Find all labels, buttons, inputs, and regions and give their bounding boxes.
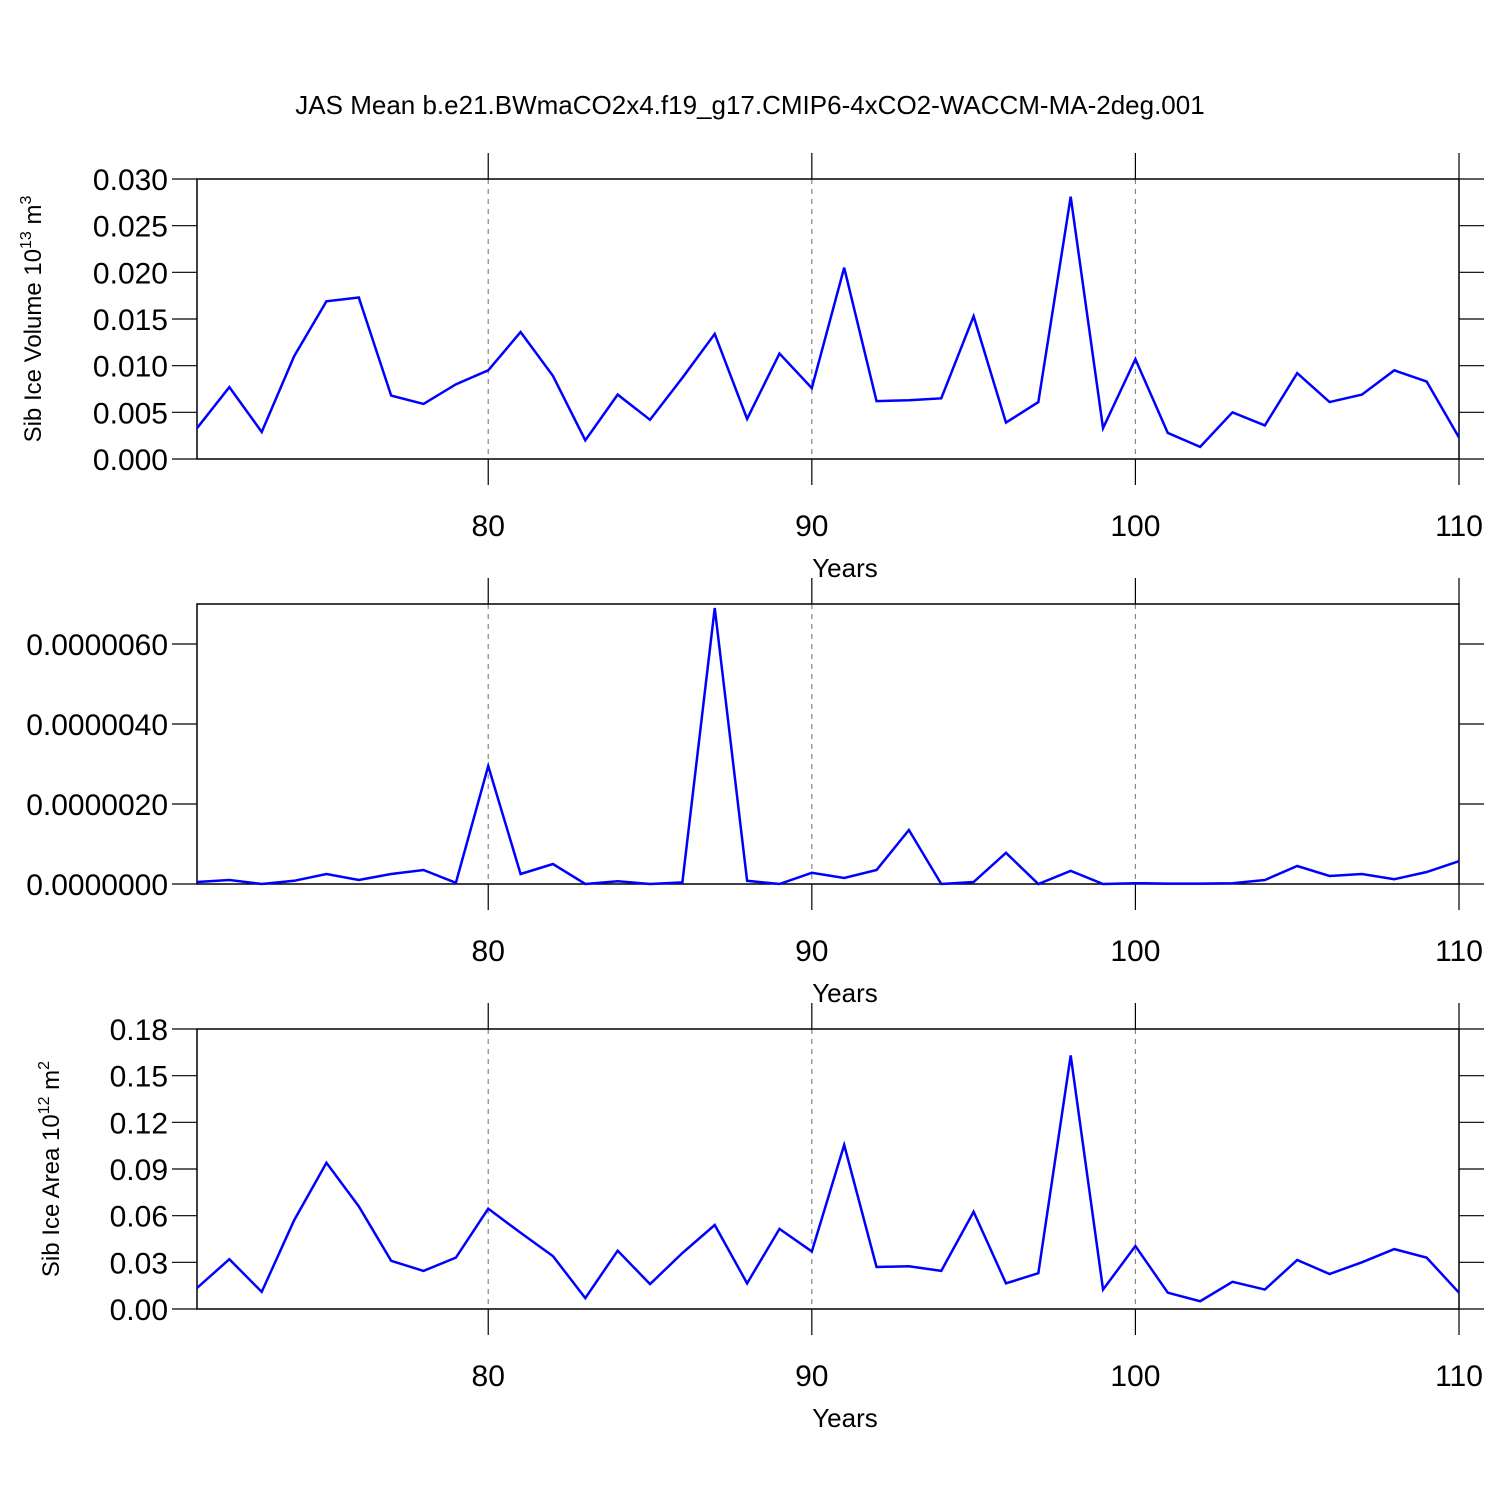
y-tick-label: 0.005 — [93, 397, 168, 430]
x-tick-label: 90 — [795, 935, 828, 968]
y-axis-title: Sib Ice Volume 1013 m3 — [18, 195, 47, 442]
y-tick-label: 0.09 — [110, 1154, 168, 1187]
x-tick-label: 90 — [795, 510, 828, 543]
plot-frame — [196, 1028, 1460, 1310]
plot-frame — [196, 178, 1460, 460]
y-axis-title-part: Sib Ice Volume 10 — [20, 249, 47, 442]
figure-title: JAS Mean b.e21.BWmaCO2x4.f19_g17.CMIP6-4… — [295, 90, 1204, 120]
y-axis-title-superscript: 12 — [36, 1096, 53, 1114]
y-tick-label: 0.010 — [93, 351, 168, 384]
y-tick-label: 0.0000020 — [26, 789, 168, 822]
y-tick-label: 0.030 — [93, 164, 168, 197]
x-tick-label: 100 — [1110, 510, 1160, 543]
y-tick-label: 0.000 — [93, 444, 168, 477]
y-tick-label: 0.015 — [93, 304, 168, 337]
x-tick-label: 110 — [1435, 510, 1483, 543]
x-tick-label: 110 — [1435, 1360, 1483, 1393]
y-axis-title-superscript: 2 — [36, 1061, 53, 1070]
x-tick-label: 110 — [1435, 935, 1483, 968]
y-axis-title-part: Sib Ice Area 10 — [38, 1114, 65, 1277]
y-axis-title-superscript: 3 — [18, 195, 35, 204]
data-line — [196, 196, 1461, 449]
x-axis-title: Years — [812, 553, 878, 583]
y-axis-title-part: m — [20, 204, 47, 231]
x-tick-label: 90 — [795, 1360, 828, 1393]
y-tick-label: 0.0000060 — [26, 629, 168, 662]
x-tick-label: 80 — [472, 1360, 505, 1393]
y-tick-label: 0.0000040 — [26, 709, 168, 742]
y-axis-title-part: m — [38, 1070, 65, 1097]
y-axis-title: Sib Ice Area 1012 m2 — [36, 1061, 65, 1277]
y-tick-label: 0.06 — [110, 1201, 168, 1234]
y-tick-label: 0.03 — [110, 1247, 168, 1280]
y-axis-title-superscript: 13 — [18, 231, 35, 249]
x-tick-label: 100 — [1110, 935, 1160, 968]
x-axis-title: Years — [812, 1403, 878, 1433]
x-tick-label: 100 — [1110, 1360, 1160, 1393]
data-line — [196, 607, 1460, 886]
y-tick-label: 0.18 — [110, 1014, 168, 1047]
y-tick-label: 0.0000000 — [26, 869, 168, 902]
y-tick-label: 0.020 — [93, 257, 168, 290]
plot-frame — [196, 603, 1460, 885]
data-line — [196, 1055, 1460, 1303]
x-axis-title: Years — [812, 978, 878, 1008]
x-tick-label: 80 — [472, 510, 505, 543]
x-tick-label: 80 — [472, 935, 505, 968]
y-tick-label: 0.00 — [110, 1294, 168, 1327]
y-tick-label: 0.025 — [93, 211, 168, 244]
y-tick-label: 0.12 — [110, 1107, 168, 1140]
y-tick-label: 0.15 — [110, 1061, 168, 1094]
